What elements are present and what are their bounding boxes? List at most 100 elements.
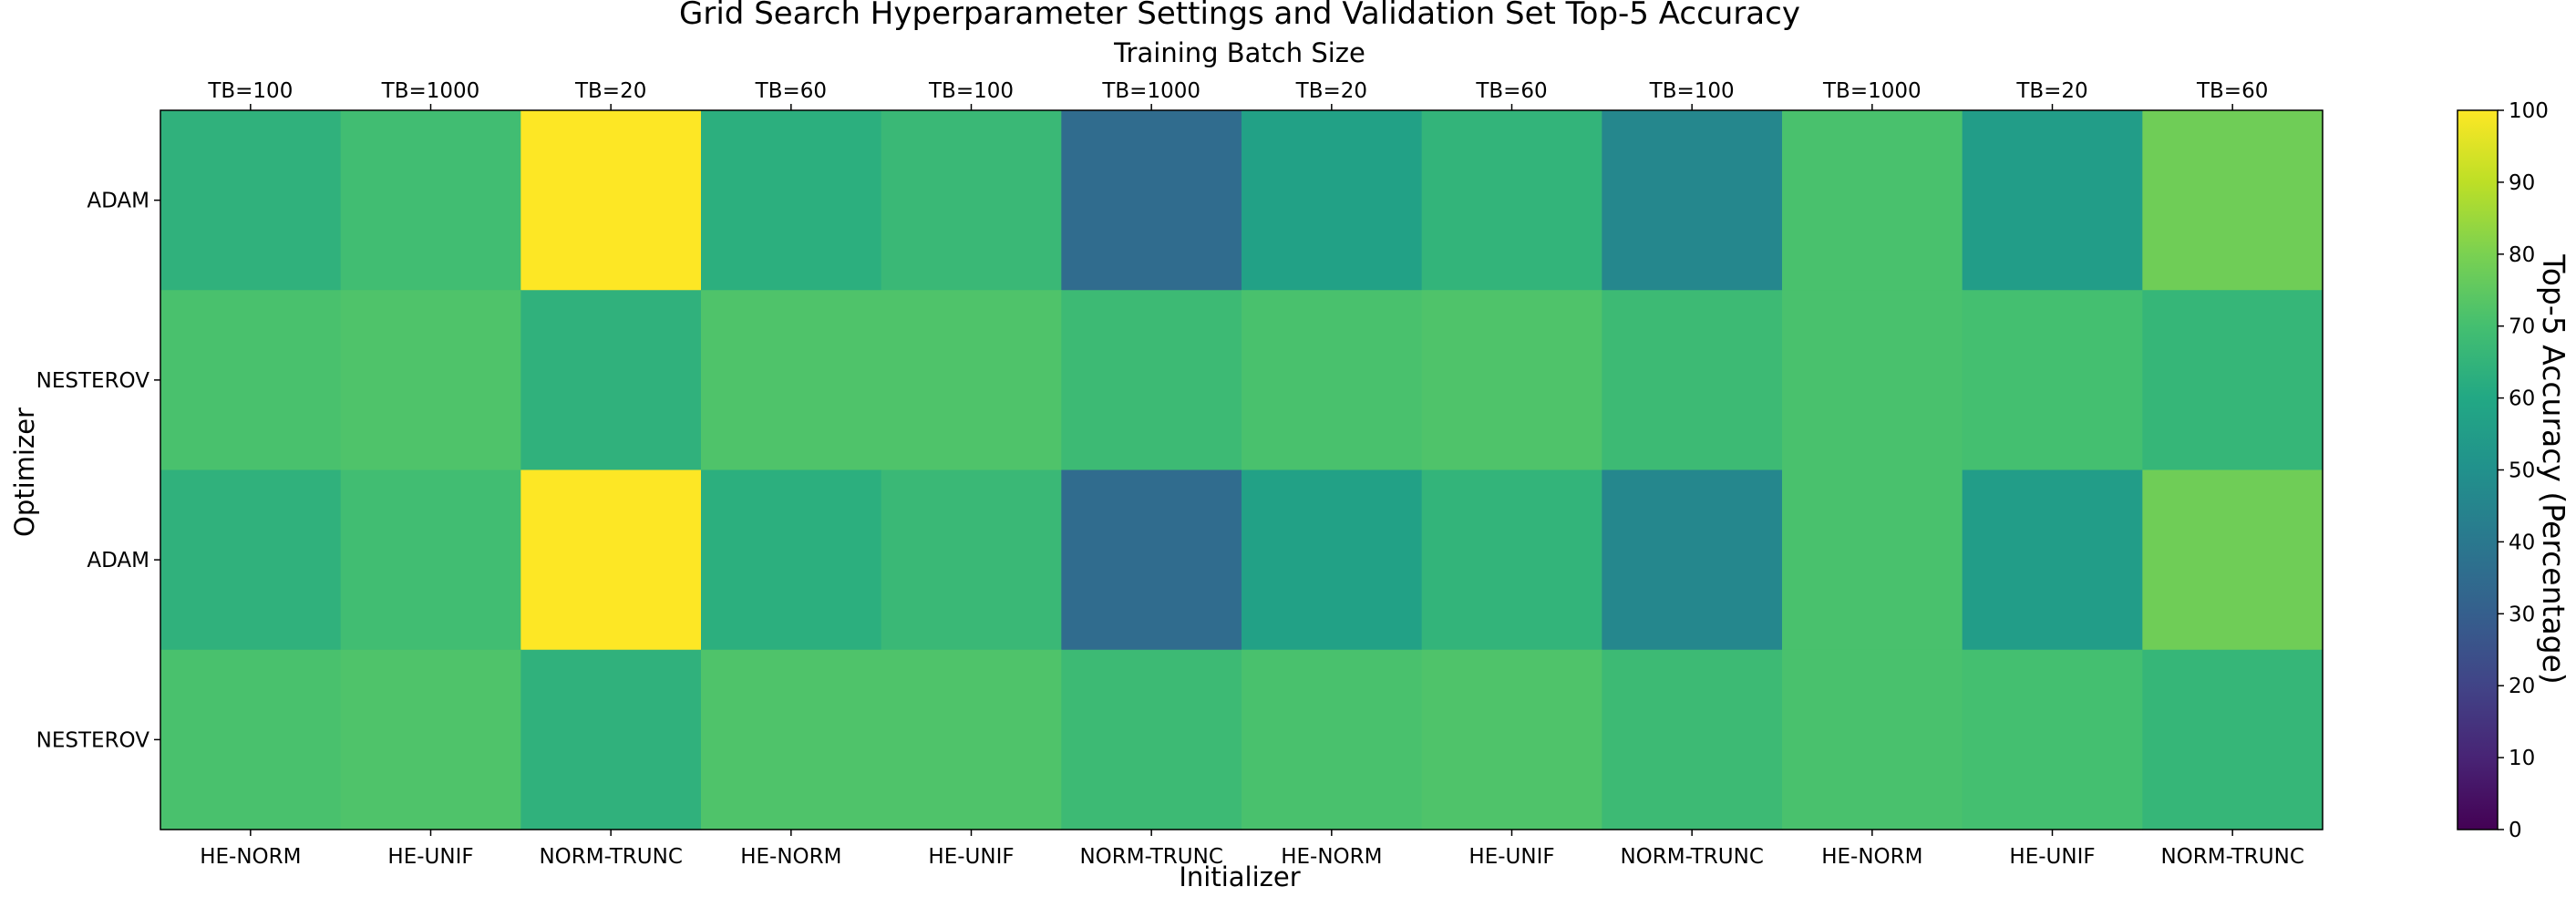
x-tick-label: HE-NORM bbox=[740, 845, 841, 869]
colorbar-tick-label: 30 bbox=[2509, 603, 2535, 626]
heatmap-cell bbox=[520, 469, 702, 651]
heatmap-cell bbox=[1782, 110, 1963, 291]
heatmap-cell bbox=[340, 290, 521, 471]
heatmap-cell bbox=[1962, 290, 2143, 471]
heatmap-cell bbox=[1962, 649, 2143, 830]
heatmap-cell bbox=[1962, 110, 2143, 291]
heatmap-cell bbox=[701, 290, 882, 471]
x-tick-label: NORM-TRUNC bbox=[1620, 845, 1763, 869]
colorbar-tick-label: 50 bbox=[2509, 459, 2535, 483]
y-axis-title: Optimizer bbox=[9, 407, 40, 537]
heatmap-cell bbox=[1242, 110, 1423, 291]
heatmap-cell bbox=[1602, 649, 1783, 830]
colorbar-tick-label: 80 bbox=[2509, 243, 2535, 267]
x-axis-ticks: HE-NORM HE-UNIF NORM-TRUNC HE-NORM HE-UNIF NO… bbox=[200, 830, 2304, 869]
heatmap-cell bbox=[160, 290, 342, 471]
y-tick-label: ADAM bbox=[87, 549, 149, 572]
colorbar-tick-label: 90 bbox=[2509, 171, 2535, 195]
heatmap-cell bbox=[1782, 290, 1963, 471]
colorbar-tick-label: 60 bbox=[2509, 387, 2535, 411]
heatmap-cell bbox=[1602, 290, 1783, 471]
y-tick-label: ADAM bbox=[87, 190, 149, 213]
x-axis-title: Initializer bbox=[1179, 861, 1300, 892]
heatmap-cells bbox=[160, 110, 2324, 830]
heatmap-cell bbox=[881, 110, 1062, 291]
heatmap-cell bbox=[1421, 110, 1602, 291]
colorbar-ticks: 0 10 20 30 40 50 60 70 80 90 100 bbox=[2498, 99, 2549, 842]
x-tick-label: HE-NORM bbox=[1821, 845, 1922, 869]
top-tick-label: TB=1000 bbox=[1822, 79, 1922, 103]
x-tick-label: NORM-TRUNC bbox=[539, 845, 682, 869]
colorbar-tick-label: 70 bbox=[2509, 315, 2535, 339]
heatmap-cell bbox=[1242, 469, 1423, 651]
x-tick-label: NORM-TRUNC bbox=[2160, 845, 2303, 869]
heatmap-cell bbox=[2142, 649, 2324, 830]
heatmap-cell bbox=[1962, 469, 2143, 651]
x-tick-label: HE-UNIF bbox=[387, 845, 473, 869]
top-axis-ticks: TB=100 TB=1000 TB=20 TB=60 TB=100 TB=1000 TB=2… bbox=[207, 79, 2268, 110]
heatmap-cell bbox=[1242, 290, 1423, 471]
heatmap-cell bbox=[701, 649, 882, 830]
heatmap-cell bbox=[340, 110, 521, 291]
heatmap-cell bbox=[520, 110, 702, 291]
heatmap-cell bbox=[1242, 649, 1423, 830]
heatmap-cell bbox=[881, 469, 1062, 651]
heatmap-cell bbox=[1782, 469, 1963, 651]
y-tick-label: NESTEROV bbox=[36, 728, 150, 752]
top-tick-label: TB=20 bbox=[574, 79, 646, 103]
heatmap-cell bbox=[340, 649, 521, 830]
heatmap-cell bbox=[2142, 290, 2324, 471]
heatmap-frame bbox=[160, 109, 2324, 830]
heatmap-cell bbox=[160, 469, 342, 651]
heatmap-cell bbox=[1782, 649, 1963, 830]
top-tick-label: TB=1000 bbox=[381, 79, 480, 103]
heatmap-cell bbox=[1421, 649, 1602, 830]
heatmap-cell bbox=[520, 290, 702, 471]
colorbar-tick-label: 100 bbox=[2509, 99, 2549, 123]
top-tick-label: TB=20 bbox=[2015, 79, 2087, 103]
heatmap-cell bbox=[2142, 469, 2324, 651]
x-tick-label: NORM-TRUNC bbox=[1079, 845, 1222, 869]
x-tick-label: HE-NORM bbox=[200, 845, 301, 869]
colorbar-title: Top-5 Accuracy (Percentage) bbox=[2536, 253, 2571, 685]
heatmap-cell bbox=[2142, 110, 2324, 291]
heatmap-cell bbox=[1061, 110, 1242, 291]
top-tick-label: TB=1000 bbox=[1101, 79, 1200, 103]
heatmap-cell bbox=[1602, 469, 1783, 651]
heatmap-cell bbox=[1061, 649, 1242, 830]
top-tick-label: TB=100 bbox=[928, 79, 1014, 103]
top-tick-label: TB=60 bbox=[755, 79, 827, 103]
top-tick-label: TB=60 bbox=[1475, 79, 1547, 103]
x-tick-label: HE-UNIF bbox=[2009, 845, 2095, 869]
heatmap-cell bbox=[1421, 290, 1602, 471]
top-axis-title: Training Batch Size bbox=[1113, 37, 1365, 68]
colorbar-tick-label: 0 bbox=[2509, 819, 2522, 842]
heatmap-cell bbox=[881, 290, 1062, 471]
colorbar-tick-label: 20 bbox=[2509, 675, 2535, 698]
colorbar-tick-label: 10 bbox=[2509, 747, 2535, 770]
colorbar-gradient bbox=[2457, 109, 2499, 830]
heatmap-cell bbox=[1061, 469, 1242, 651]
top-tick-label: TB=100 bbox=[1649, 79, 1735, 103]
heatmap-cell bbox=[340, 469, 521, 651]
heatmap-cell bbox=[160, 110, 342, 291]
heatmap-cell bbox=[520, 649, 702, 830]
x-tick-label: HE-NORM bbox=[1281, 845, 1382, 869]
x-tick-label: HE-UNIF bbox=[1468, 845, 1554, 869]
heatmap-cell bbox=[701, 110, 882, 291]
heatmap-cell bbox=[881, 649, 1062, 830]
colorbar-tick-label: 40 bbox=[2509, 531, 2535, 554]
x-tick-label: HE-UNIF bbox=[928, 845, 1014, 869]
heatmap-cell bbox=[160, 649, 342, 830]
y-tick-label: NESTEROV bbox=[36, 369, 150, 393]
top-tick-label: TB=100 bbox=[207, 79, 293, 103]
chart-title: Grid Search Hyperparameter Settings and … bbox=[679, 0, 1800, 32]
heatmap-cell bbox=[1602, 110, 1783, 291]
heatmap-cell bbox=[1061, 290, 1242, 471]
y-axis-ticks: ADAM NESTEROV ADAM NESTEROV bbox=[36, 190, 160, 752]
heatmap-cell bbox=[1421, 469, 1602, 651]
heatmap-cell bbox=[701, 469, 882, 651]
colorbar: 0 10 20 30 40 50 60 70 80 90 100 Top-5 Accuracy (P… bbox=[2457, 99, 2571, 842]
top-tick-label: TB=20 bbox=[1295, 79, 1367, 103]
